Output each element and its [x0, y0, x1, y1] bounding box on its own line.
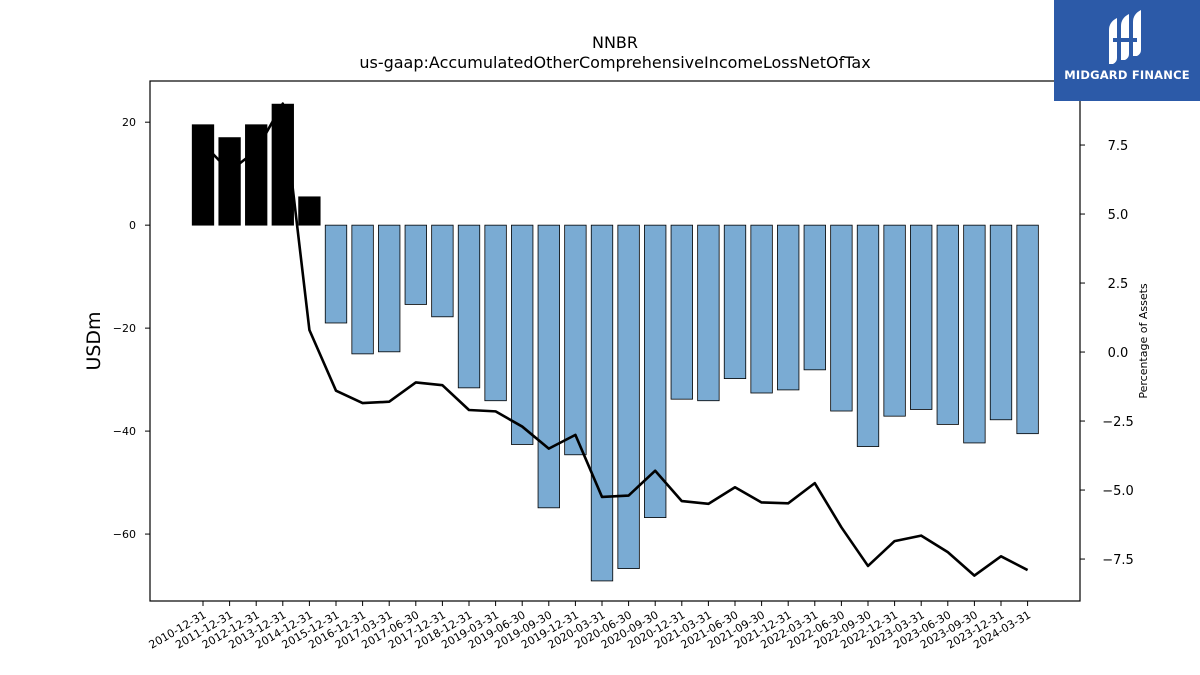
- y2-tick-label: 7.5: [1108, 139, 1129, 154]
- y2-tick-label: 5.0: [1108, 208, 1129, 223]
- bar: [431, 224, 454, 318]
- y2-tick-label: 0.0: [1108, 346, 1129, 361]
- logo-text: MIDGARD FINANCE: [1064, 68, 1190, 82]
- y-tick-label: 0: [129, 219, 136, 232]
- chart-subtitle: us-gaap:AccumulatedOtherComprehensiveInc…: [359, 53, 870, 72]
- bar: [298, 196, 321, 226]
- bar: [989, 224, 1013, 421]
- brand-logo: MIDGARD FINANCE: [1054, 0, 1200, 101]
- bar: [1016, 224, 1039, 435]
- bar: [777, 224, 800, 391]
- bar: [537, 224, 560, 509]
- bar: [564, 224, 587, 456]
- y2-tick-label: −2.5: [1102, 415, 1134, 430]
- bar: [351, 224, 374, 355]
- bar-group: [191, 103, 1039, 582]
- bar: [803, 224, 826, 371]
- line-group: [202, 102, 1029, 577]
- bar: [484, 224, 507, 402]
- bar: [644, 224, 667, 518]
- y2-tick-label: −5.0: [1102, 484, 1134, 499]
- bar: [910, 224, 933, 410]
- bar: [511, 224, 534, 445]
- y-tick-label: 20: [122, 116, 136, 129]
- bar: [830, 224, 853, 412]
- y2-axis-label: Percentage of Assets: [1137, 283, 1150, 399]
- bar: [723, 224, 747, 379]
- bar: [218, 137, 241, 226]
- bar: [697, 224, 720, 402]
- bar: [670, 224, 693, 400]
- bar: [378, 224, 401, 353]
- bar: [617, 224, 640, 569]
- bar: [324, 224, 348, 324]
- bar: [963, 224, 986, 444]
- logo-mark-icon: [1109, 10, 1141, 64]
- bar: [404, 224, 427, 305]
- bar: [750, 224, 773, 394]
- bar: [936, 224, 959, 425]
- y2-tick-label: −7.5: [1102, 553, 1134, 568]
- y-axis: 20 0 −20 −40 −60: [113, 116, 150, 541]
- bar: [856, 224, 880, 447]
- y-axis-label: USDm: [83, 311, 105, 370]
- y2-tick-label: 2.5: [1108, 277, 1129, 292]
- y-tick-label: −20: [113, 322, 136, 335]
- x-axis: 2010-12-312011-12-312012-12-312013-12-31…: [147, 601, 1033, 652]
- y2-axis: 7.5 5.0 2.5 0.0 −2.5 −5.0 −7.5: [1080, 139, 1134, 568]
- chart-title: NNBR: [592, 33, 638, 52]
- bar: [590, 224, 614, 582]
- bar: [883, 224, 906, 417]
- bar: [457, 224, 481, 389]
- percentage-line: [202, 102, 1029, 577]
- plot-frame: [149, 80, 1081, 602]
- bar: [245, 124, 268, 226]
- y-tick-label: −60: [113, 528, 136, 541]
- bar: [191, 124, 215, 226]
- y-tick-label: −40: [113, 425, 136, 438]
